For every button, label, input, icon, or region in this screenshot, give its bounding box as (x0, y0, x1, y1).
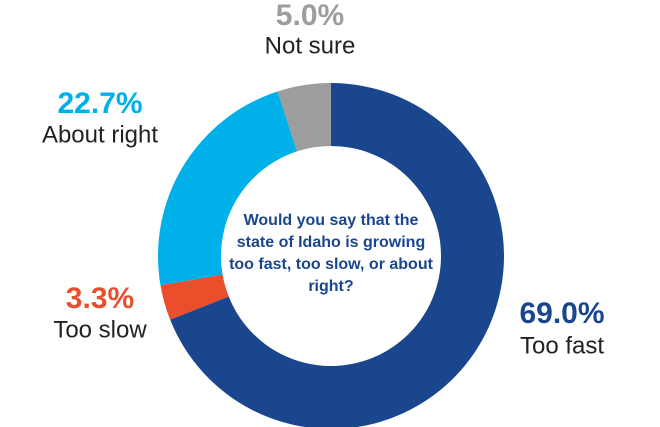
donut-slice (158, 91, 298, 286)
donut-slice (170, 83, 505, 427)
donut-slice (160, 274, 229, 320)
category-label: Not sure (265, 32, 356, 59)
value-label: 69.0% (519, 297, 604, 330)
value-label: 22.7% (57, 87, 142, 120)
value-label: 5.0% (276, 0, 344, 32)
value-label: 3.3% (66, 282, 134, 315)
category-label: Too fast (520, 332, 604, 359)
category-label: About right (42, 121, 158, 148)
donut-slice (277, 83, 331, 152)
category-label: Too slow (53, 316, 147, 343)
chart-title: Would you say that the state of Idaho is… (229, 212, 433, 295)
